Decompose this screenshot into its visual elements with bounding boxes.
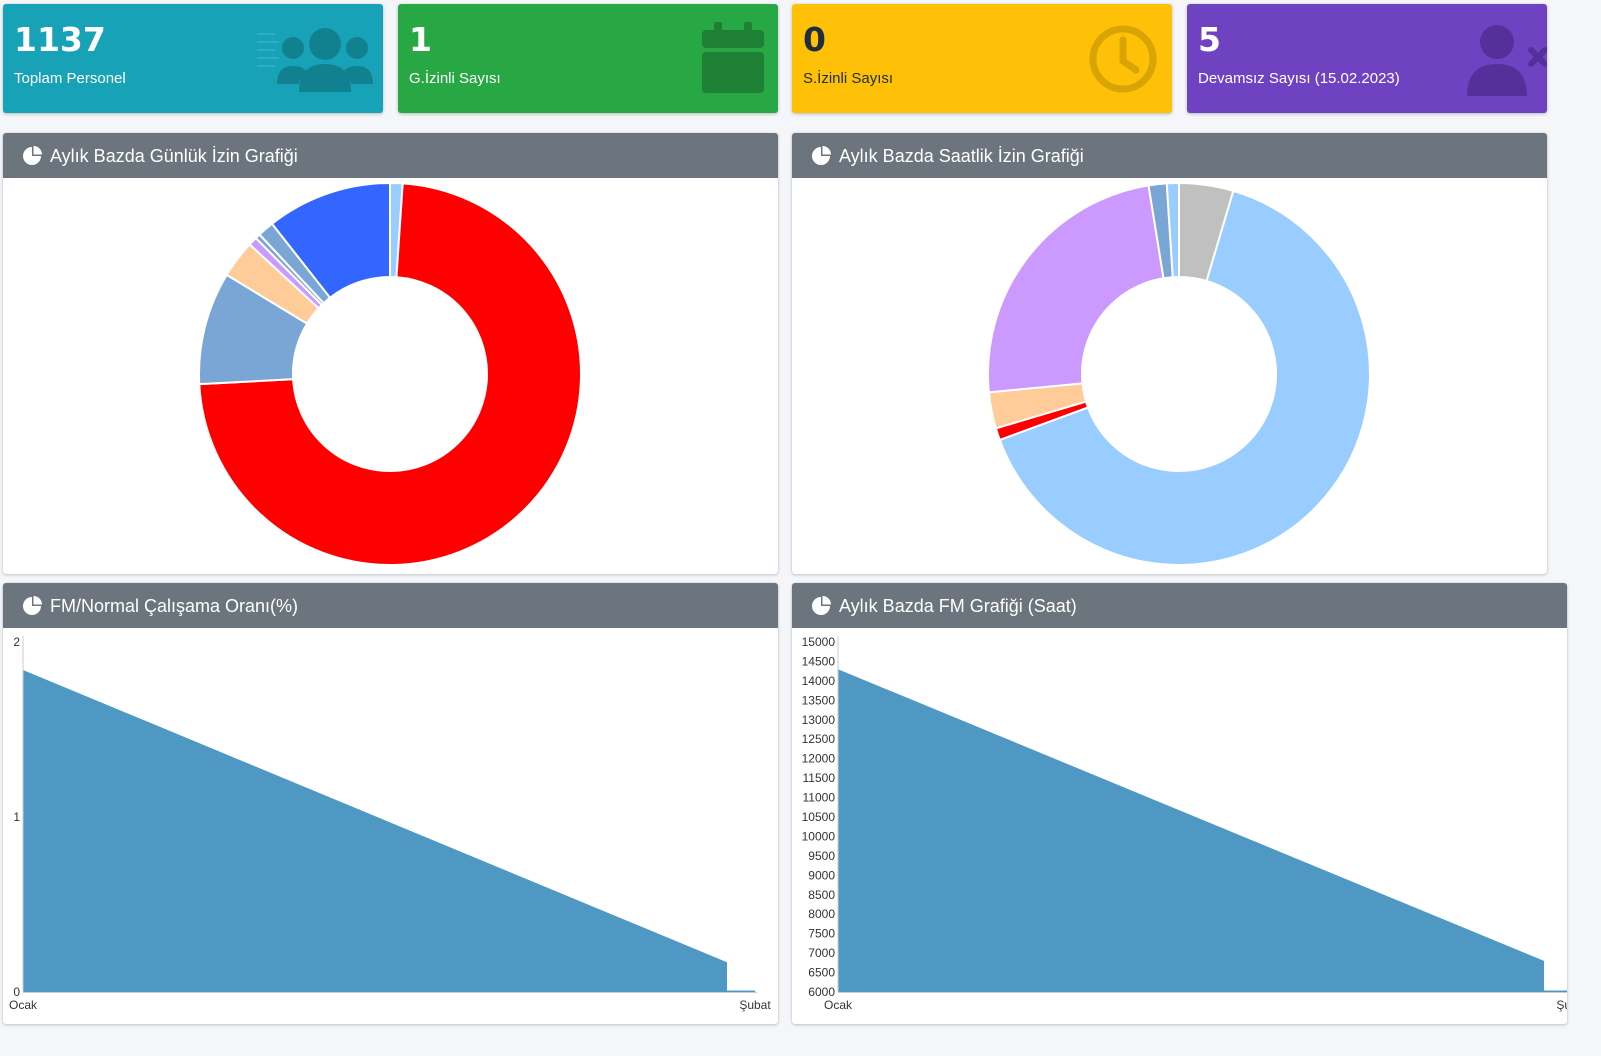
fm-ratio-area-chart: 0 1 2 Ocak Şubat: [9, 635, 771, 1012]
donut-slice[interactable]: [198, 182, 582, 566]
y-tick-label: 2: [13, 635, 20, 649]
y-tick-label: 12000: [802, 752, 836, 766]
y-tick-label: 11500: [803, 771, 836, 785]
info-number: 1: [409, 20, 432, 59]
info-label: Devamsız Sayısı (15.02.2023): [1198, 70, 1400, 87]
card-header: Aylık Bazda Saatlik İzin Grafiği: [792, 133, 1547, 178]
chart-pie-icon: [23, 596, 42, 615]
hourly-leave-chart-card: Aylık Bazda Saatlik İzin Grafiği: [792, 133, 1547, 574]
info-label: Toplam Personel: [14, 70, 126, 87]
card-title: FM/Normal Çalışama Oranı(%): [50, 596, 299, 616]
y-tick-label: 6000: [808, 985, 835, 999]
area-series[interactable]: [838, 669, 1544, 992]
y-tick-label: 1: [13, 810, 20, 824]
y-tick-label: 8000: [808, 907, 835, 921]
donut-slice[interactable]: [998, 189, 1371, 566]
donut-slice[interactable]: [1165, 181, 1180, 279]
card-header: FM/Normal Çalışama Oranı(%): [3, 583, 778, 628]
card-header: Aylık Bazda FM Grafiği (Saat): [792, 583, 1567, 628]
info-label: G.İzinli Sayısı: [409, 70, 501, 87]
y-tick-label: 10000: [802, 829, 836, 843]
info-box-absent: 5 Devamsız Sayısı (15.02.2023): [1187, 4, 1547, 113]
card-header: Aylık Bazda Günlük İzin Grafiği: [3, 133, 778, 178]
chart-pie-icon: [812, 146, 831, 165]
calendar-icon: [702, 22, 764, 93]
info-number: 1137: [14, 20, 106, 59]
y-tick-label: 0: [13, 985, 20, 999]
y-tick-label: 13000: [802, 713, 836, 727]
y-tick-label: 11000: [803, 791, 836, 805]
y-tick-label: 9500: [808, 849, 835, 863]
y-tick-label: 7500: [808, 927, 835, 941]
y-tick-label: 13500: [802, 693, 836, 707]
card-title: Aylık Bazda Saatlik İzin Grafiği: [839, 146, 1084, 166]
y-tick-label: 12500: [802, 732, 836, 746]
info-box-hourly-leave: 0 S.İzinli Sayısı: [792, 4, 1172, 113]
fm-hours-area-chart: 6000 6500 7000 7500 8000 8500 9000 9500 10000 105…: [802, 635, 1567, 1012]
chart-pie-icon: [812, 596, 831, 615]
info-box-total-staff: 1137 Toplam Personel: [3, 4, 383, 113]
card-title: Aylık Bazda Günlük İzin Grafiği: [50, 146, 298, 166]
daily-leave-donut-chart: [198, 181, 582, 566]
x-tick-label: Şubat: [1556, 998, 1567, 1012]
donut-slice[interactable]: [270, 181, 391, 300]
fm-hours-chart-card: Aylık Bazda FM Grafiği (Saat) 6000 6500 70…: [792, 583, 1567, 1024]
user-times-icon: [1467, 25, 1547, 96]
y-tick-label: 14000: [802, 674, 836, 688]
clock-icon: [1089, 25, 1157, 93]
fm-ratio-chart-card: FM/Normal Çalışama Oranı(%) 0 1 2 Ocak Şubat: [3, 583, 778, 1024]
daily-leave-chart-card: Aylık Bazda Günlük İzin Grafiği: [3, 133, 778, 574]
card-title: Aylık Bazda FM Grafiği (Saat): [839, 596, 1077, 616]
info-box-daily-leave: 1 G.İzinli Sayısı: [398, 4, 778, 113]
info-number: 0: [803, 20, 826, 59]
users-icon: [257, 28, 373, 92]
y-tick-label: 15000: [802, 635, 836, 649]
info-number: 5: [1198, 20, 1221, 59]
y-tick-label: 14500: [802, 654, 836, 668]
y-tick-label: 9000: [808, 868, 835, 882]
y-tick-label: 6500: [808, 966, 835, 980]
info-label: S.İzinli Sayısı: [803, 70, 894, 87]
y-tick-label: 10500: [802, 810, 836, 824]
chart-pie-icon: [23, 146, 42, 165]
y-tick-label: 7000: [808, 946, 835, 960]
x-tick-label: Şubat: [739, 998, 771, 1012]
x-tick-label: Ocak: [824, 998, 853, 1012]
y-tick-label: 8500: [808, 888, 835, 902]
area-series[interactable]: [23, 670, 727, 992]
hourly-leave-donut-chart: [987, 181, 1371, 566]
x-tick-label: Ocak: [9, 998, 38, 1012]
donut-slice[interactable]: [987, 184, 1165, 394]
